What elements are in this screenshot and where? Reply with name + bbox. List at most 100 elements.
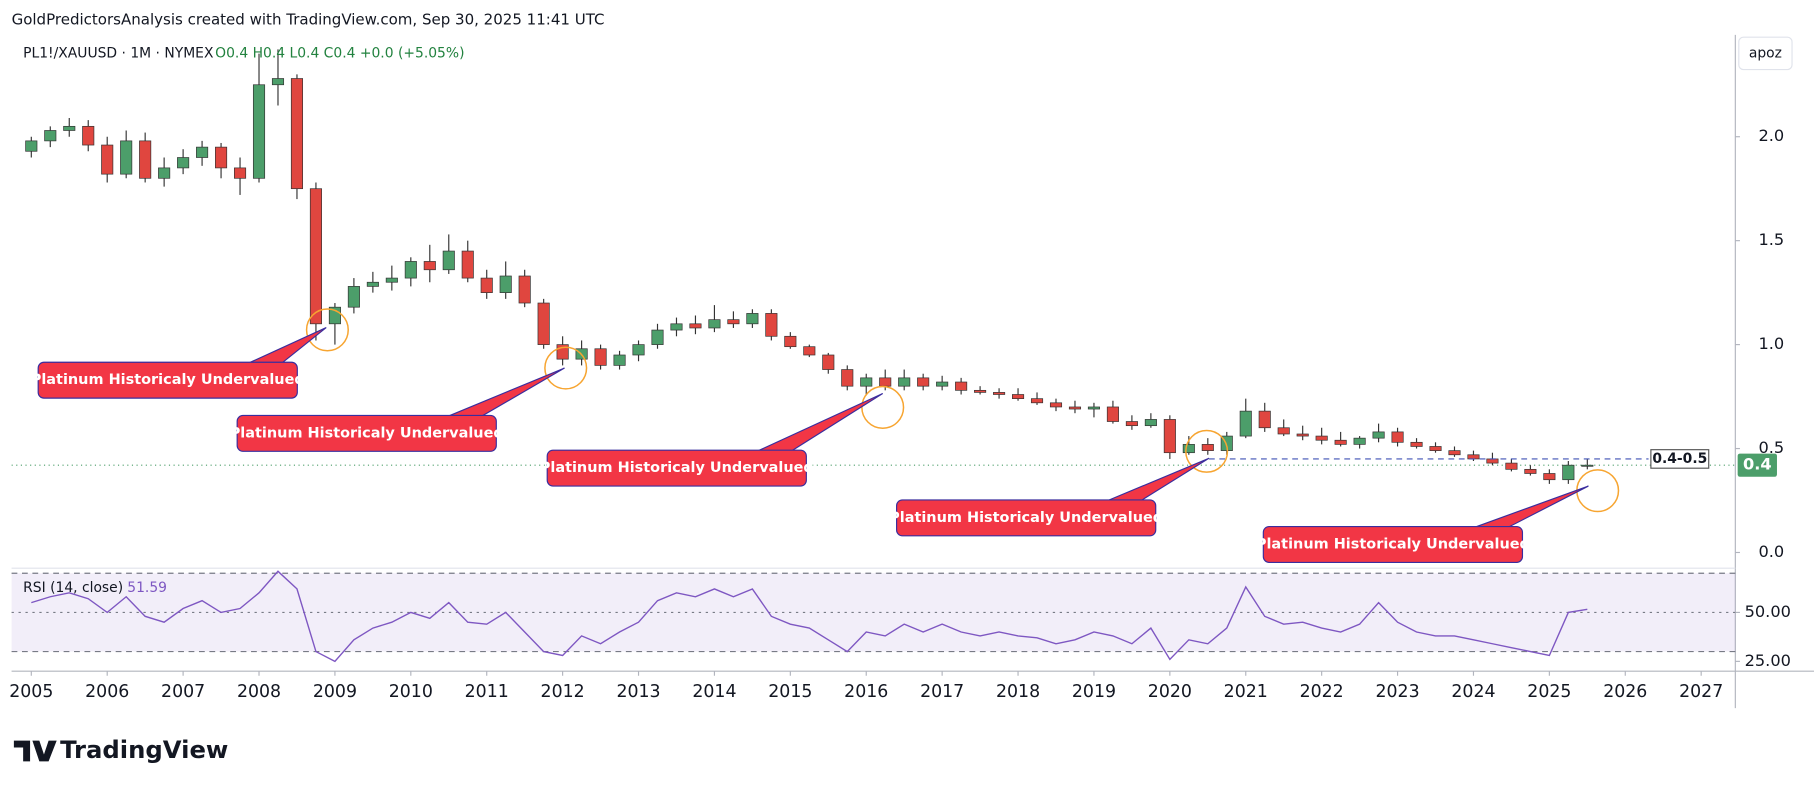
candle-body [689,323,702,329]
candle-body [1581,464,1594,467]
candle-body [252,84,266,179]
candle-body [1334,439,1347,445]
x-tick-label: 2027 [1679,682,1723,702]
candle-body [1201,444,1214,451]
x-tick-label: 2015 [768,682,812,702]
attribution: GoldPredictorsAnalysis created with Trad… [12,10,605,28]
candle-body [1106,406,1119,422]
candle-body [1182,444,1195,454]
range-label: 0.4-0.5 [1652,451,1707,467]
highlight-circle [1185,429,1229,473]
candle-body [594,348,607,366]
candle-body [1239,410,1252,437]
x-tick-label: 2026 [1603,682,1647,702]
y-tick-label: 0.0 [1758,542,1784,561]
candle-body [1467,454,1480,460]
candle-body [1068,406,1082,410]
candle-body [1543,473,1556,481]
candle-body [120,140,133,175]
annotation: Platinum Historicaly Undervalued [1256,469,1620,563]
candle-body [1562,464,1575,481]
annotation: Platinum Historicaly Undervalued [230,346,588,452]
rsi-pane: 25.00 50.00 RSI (14, close) 51.59 [11,570,1791,670]
logo-icon [13,740,57,762]
candle-body [670,323,683,331]
candle-body [936,381,949,387]
candle-body [139,140,152,179]
candle-body [499,275,512,293]
candle-body [1012,394,1025,399]
callout-text: Platinum Historicaly Undervalued [1256,536,1530,552]
candle-body [784,335,797,348]
highlight-circle [1576,469,1620,513]
candle-body [101,144,114,175]
candle-body [1372,431,1385,439]
last-price-label: 0.4 [1743,455,1772,474]
callout-text: Platinum Historicaly Undervalued [889,510,1163,526]
y-tick-label: 1.0 [1758,334,1784,353]
x-tick-label: 2020 [1148,682,1192,702]
x-tick-label: 2006 [85,682,129,702]
candle-body [158,167,171,179]
range-label-box [1650,449,1710,469]
candle-body [177,157,190,169]
candle-body [442,250,455,271]
candle-body [917,377,930,387]
candle-body [1315,435,1328,441]
candle-body [1524,468,1537,474]
x-tick-label: 2019 [1072,682,1116,702]
candle-body [1163,419,1176,454]
candle-body [25,140,38,152]
annotation: Platinum Historicaly Undervalued [31,308,349,399]
candle-body [803,346,816,356]
last-price-tag [1737,453,1777,477]
candle-body [993,392,1006,395]
rsi-value: 51.59 [127,580,167,596]
candle-body [518,275,531,304]
price-pane [11,49,1736,484]
toolbar-button[interactable] [1738,36,1793,71]
callout-box [37,361,298,399]
y-tick-label: 2.0 [1758,126,1784,145]
annotation: Platinum Historicaly Undervalued [540,385,905,487]
candle-body [82,125,95,146]
x-tick-label: 2010 [389,682,433,702]
x-tick-label: 2014 [692,682,736,702]
x-tick-label: 2013 [616,682,660,702]
callout-box [896,499,1157,537]
x-tick-label: 2018 [996,682,1040,702]
candle-body [879,377,892,387]
candle-body [1429,446,1442,451]
highlight-circle [544,346,588,390]
y-tick-label: 1.5 [1758,230,1784,249]
y-tick-label: 50.00 [1745,602,1791,621]
ohlc-legend: O0.4 H0.4 L0.4 C0.4 +0.0 (+5.05%) [215,45,464,61]
toolbar-button-label[interactable]: apoz [1749,45,1782,61]
candle-body [1258,410,1271,429]
candle-body [423,261,436,271]
callout-text: Platinum Historicaly Undervalued [540,460,814,476]
candle-body [765,313,778,337]
candle-body [1277,427,1290,435]
candle-body [1353,437,1366,445]
callout-text: Platinum Historicaly Undervalued [230,425,504,441]
candle-body [290,78,304,190]
x-tick-label: 2024 [1451,682,1495,702]
y-tick-label: 0.5 [1758,438,1784,457]
callout-pointer [444,367,565,419]
candle-body [233,167,247,179]
candle-body [651,329,664,345]
x-tick-label: 2022 [1300,682,1344,702]
candle-body [63,125,76,131]
candle-body [632,344,645,356]
candle-body [1505,462,1518,470]
candle-body [1087,406,1100,410]
callout-pointer [1103,457,1210,503]
x-tick-label: 2012 [541,682,585,702]
candle-body [215,146,228,169]
candle-body [727,319,740,325]
candle-body [746,313,759,325]
candle-body [708,319,721,329]
